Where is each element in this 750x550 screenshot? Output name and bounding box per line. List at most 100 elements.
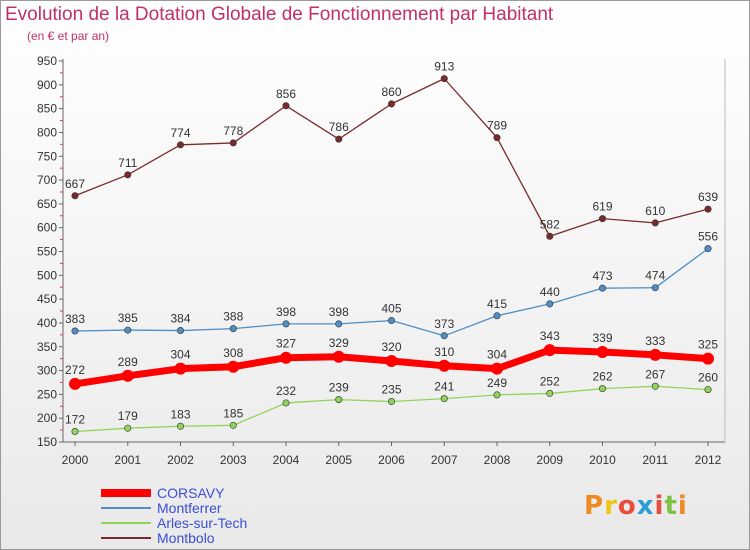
legend-swatch xyxy=(101,522,151,524)
data-label: 304 xyxy=(170,348,190,362)
data-point xyxy=(704,205,712,213)
data-point xyxy=(124,171,132,179)
x-tick-label: 2003 xyxy=(220,453,247,467)
logo-letter: P xyxy=(584,491,605,521)
data-point xyxy=(387,317,395,325)
data-point xyxy=(282,320,290,328)
data-label: 183 xyxy=(170,407,190,421)
data-point xyxy=(177,422,185,430)
series-arles-sur-tech xyxy=(71,382,712,436)
data-point xyxy=(651,219,659,227)
axes: 150 200 250 300 350 400 450 500 550 600 650 700 750 8… xyxy=(37,54,726,467)
data-point xyxy=(280,351,292,364)
logo-letter: i xyxy=(654,491,665,521)
data-label: 398 xyxy=(276,305,296,319)
data-label: 556 xyxy=(698,230,718,244)
data-label: 667 xyxy=(65,177,85,191)
data-label: 310 xyxy=(434,345,454,359)
data-label: 639 xyxy=(698,190,718,204)
data-point xyxy=(71,192,79,200)
data-point xyxy=(546,300,554,308)
y-tick-label: 300 xyxy=(37,364,57,378)
data-label: 405 xyxy=(381,302,401,316)
data-point xyxy=(71,327,79,335)
chart-title: Evolution de la Dotation Globale de Fonc… xyxy=(5,4,554,25)
data-label: 860 xyxy=(381,85,401,99)
logo-letter: i xyxy=(677,491,688,521)
data-point xyxy=(282,399,290,407)
data-point xyxy=(598,284,606,292)
x-tick-label: 2001 xyxy=(114,453,141,467)
data-point xyxy=(335,320,343,328)
data-point xyxy=(124,326,132,334)
legend-label: CORSAVY xyxy=(157,485,225,501)
data-point xyxy=(546,389,554,397)
legend-swatch xyxy=(101,537,151,539)
y-tick-label: 700 xyxy=(37,173,57,187)
data-label: 327 xyxy=(276,337,296,351)
data-label: 289 xyxy=(118,355,138,369)
data-point xyxy=(332,350,345,363)
data-point xyxy=(124,424,132,432)
legend-label: Montferrer xyxy=(157,500,222,516)
data-point xyxy=(282,102,290,110)
data-point xyxy=(177,141,185,149)
y-tick-label: 850 xyxy=(37,102,57,116)
data-point xyxy=(227,360,240,373)
data-label: 252 xyxy=(540,374,560,388)
data-label: 778 xyxy=(223,124,243,138)
y-tick-label: 200 xyxy=(37,411,57,425)
data-point xyxy=(387,398,395,406)
y-tick-label: 750 xyxy=(37,149,57,163)
data-label: 185 xyxy=(223,406,243,420)
x-tick-label: 2008 xyxy=(484,453,511,467)
data-label: 320 xyxy=(381,340,401,354)
series-layer xyxy=(69,75,714,436)
data-label: 241 xyxy=(434,380,454,394)
y-tick-label: 550 xyxy=(37,245,57,259)
data-label: 786 xyxy=(329,120,349,134)
data-label: 262 xyxy=(592,370,612,384)
legend-swatch xyxy=(101,507,151,509)
series-montferrer xyxy=(71,245,712,340)
data-label: 333 xyxy=(645,334,665,348)
legend-item: Montbolo xyxy=(101,530,321,546)
legend-item: Arles-sur-Tech xyxy=(101,515,321,531)
data-point xyxy=(229,421,237,429)
data-point xyxy=(704,386,712,394)
data-point xyxy=(438,359,451,372)
data-label: 304 xyxy=(487,348,507,362)
data-point xyxy=(543,344,556,357)
data-point xyxy=(335,396,343,404)
data-point xyxy=(598,385,606,393)
logo-letter: x xyxy=(636,491,655,521)
data-label: 272 xyxy=(65,363,85,377)
data-label: 339 xyxy=(592,331,612,345)
data-point xyxy=(546,232,554,240)
logo-letter: o xyxy=(617,491,637,521)
y-tick-label: 250 xyxy=(37,387,57,401)
data-label: 398 xyxy=(329,305,349,319)
data-label: 260 xyxy=(698,371,718,385)
y-tick-label: 350 xyxy=(37,340,57,354)
data-point xyxy=(385,355,398,368)
legend-label: Arles-sur-Tech xyxy=(157,515,248,531)
y-tick-label: 600 xyxy=(37,221,57,235)
data-label: 610 xyxy=(645,204,665,218)
x-tick-label: 2002 xyxy=(167,453,194,467)
y-tick-label: 900 xyxy=(37,78,57,92)
data-label: 619 xyxy=(592,200,612,214)
data-point xyxy=(596,345,609,358)
data-label: 373 xyxy=(434,317,454,331)
data-label: 325 xyxy=(698,338,718,352)
data-label: 711 xyxy=(118,156,137,170)
data-point xyxy=(651,382,659,390)
data-label: 172 xyxy=(65,413,85,427)
data-label: 383 xyxy=(65,312,85,326)
data-point xyxy=(598,215,606,223)
y-tick-label: 400 xyxy=(37,316,57,330)
data-label: 249 xyxy=(487,376,507,390)
data-point xyxy=(229,139,237,147)
data-point xyxy=(440,75,448,83)
